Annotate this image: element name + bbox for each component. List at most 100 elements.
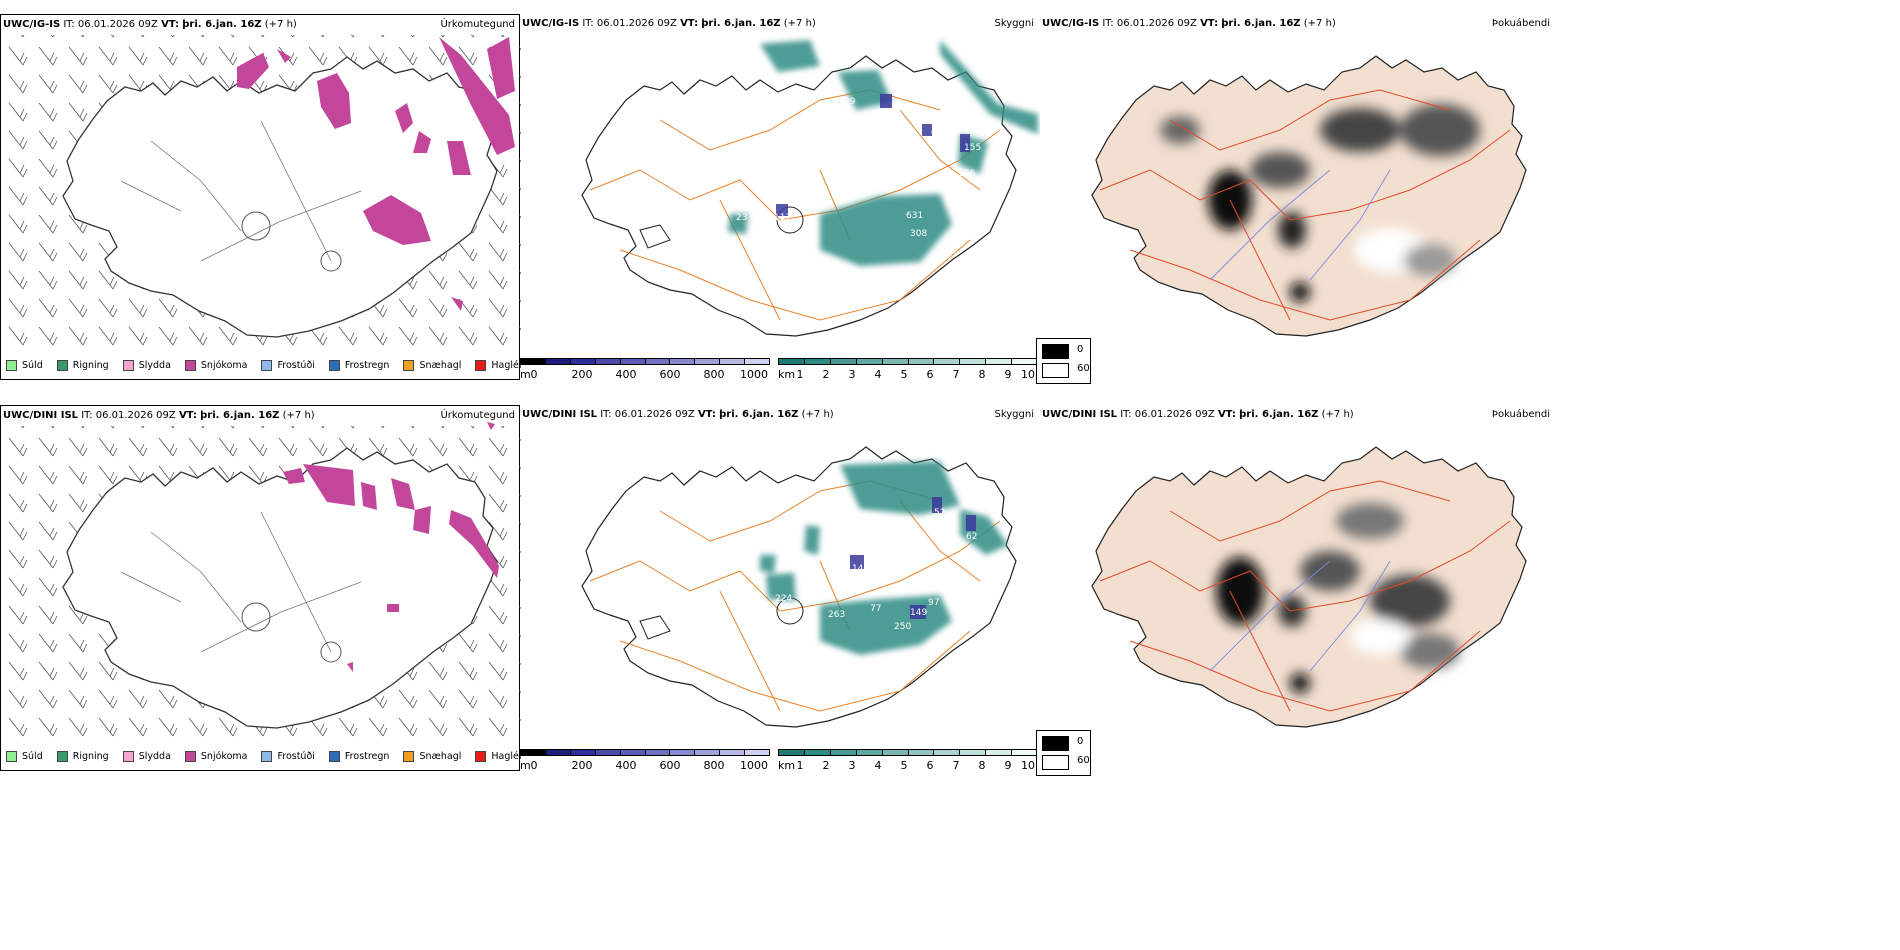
roads	[1099, 89, 1511, 321]
run-header: UWC/DINI ISL IT: 06.01.2026 09Z VT: þri.…	[522, 409, 834, 420]
visibility-unit: km	[778, 368, 796, 381]
value-label: 106	[958, 169, 975, 179]
legend-item: Snæhagl	[403, 360, 461, 371]
cloud-panel-row1: UWC/DINI ISL IT: 06.01.2026 09Z VT: þri.…	[520, 405, 1040, 772]
run-header: UWC/IG-IS IT: 06.01.2026 09Z VT: þri. 6.…	[3, 19, 297, 30]
value-label: 308	[910, 229, 927, 239]
value-label: 224	[775, 594, 792, 604]
legend-item: Rigning	[56, 751, 109, 762]
value-label: 77	[870, 604, 881, 614]
legend-item: Rigning	[56, 360, 109, 371]
value-label: 62	[966, 532, 977, 542]
legend-item: Haglél	[475, 360, 522, 371]
height-unit: m	[520, 759, 531, 772]
value-label: 181	[882, 119, 899, 129]
value-label: 34	[930, 131, 942, 141]
vis-tick: 1	[796, 368, 804, 381]
precip-panel-row0: UWC/IG-IS IT: 06.01.2026 09Z VT: þri. 6.…	[0, 14, 522, 380]
value-label: 71	[730, 594, 741, 604]
legend-item: Snæhagl	[403, 751, 461, 762]
vis-tick: 10	[1021, 368, 1035, 381]
rivers	[1209, 169, 1391, 281]
panel-title: Þokuábendi	[1491, 409, 1550, 420]
snow-areas	[237, 37, 515, 311]
value-label: 97	[928, 598, 939, 608]
height-tick: 800	[703, 368, 725, 381]
vis-tick: 4	[874, 368, 882, 381]
fog-legend-label: 0	[1077, 736, 1084, 747]
legend-item: Frostúði	[261, 751, 315, 762]
vis-tick: 6	[926, 368, 934, 381]
fog-index-shading	[1216, 503, 1460, 693]
fog-legend-label: 0	[1077, 344, 1084, 355]
vis-tick: 5	[900, 759, 908, 772]
vis-tick: 9	[1004, 759, 1012, 772]
vis-tick: 8	[978, 759, 986, 772]
legend-item: Snjókoma	[184, 360, 247, 371]
cloud-map: 29 181 34 155 106 52 631 308 23 111	[581, 40, 1038, 337]
precip-map	[1, 35, 521, 351]
legend-item: Súld	[6, 360, 43, 371]
value-label: 631	[906, 211, 923, 221]
fog-index-shading	[1160, 104, 1480, 302]
fog-map	[1091, 446, 1527, 728]
height-tick: 400	[615, 759, 637, 772]
fog-panel-row0: UWC/IG-IS IT: 06.01.2026 09Z VT: þri. 6.…	[1040, 14, 1550, 380]
vis-tick: 7	[952, 368, 960, 381]
fog-legend-label: 60	[1077, 363, 1090, 374]
height-tick: 600	[659, 368, 681, 381]
run-header: UWC/IG-IS IT: 06.01.2026 09Z VT: þri. 6.…	[522, 18, 816, 29]
legend-item: Frostregn	[328, 751, 389, 762]
value-label: 250	[894, 622, 911, 632]
value-labels: 52 62 224 71 145 263 97 149 250 77	[730, 508, 977, 632]
run-header: UWC/DINI ISL IT: 06.01.2026 09Z VT: þri.…	[1042, 409, 1354, 420]
value-label: 52	[934, 508, 945, 518]
vis-tick: 10	[1021, 759, 1035, 772]
legend-item: Frostregn	[328, 360, 389, 371]
low-cloud-areas	[728, 40, 1038, 266]
panel-title: Skyggni	[994, 18, 1034, 29]
height-tick: 200	[571, 759, 593, 772]
vis-tick: 2	[822, 759, 830, 772]
snow-areas	[283, 422, 499, 672]
value-labels: 29 181 34 155 106 52 631 308 23 111	[736, 97, 981, 239]
height-tick: 0	[530, 759, 538, 772]
legend-item: Haglél	[475, 751, 522, 762]
legend-item: Slydda	[122, 751, 171, 762]
vis-tick: 3	[848, 368, 856, 381]
height-tick: 1000	[740, 368, 768, 381]
height-tick: 800	[703, 759, 725, 772]
cloud-panel-row0: UWC/IG-IS IT: 06.01.2026 09Z VT: þri. 6.…	[520, 14, 1040, 381]
vis-tick: 4	[874, 759, 882, 772]
vis-tick: 7	[952, 759, 960, 772]
height-tick: 200	[571, 368, 593, 381]
precip-type-legend: Súld Rigning Slydda Snjókoma Frostúði Fr…	[6, 751, 522, 762]
vis-tick: 5	[900, 368, 908, 381]
panel-title: Úrkomutegund	[440, 410, 515, 421]
vis-tick: 2	[822, 368, 830, 381]
value-label: 29	[844, 97, 856, 107]
rivers	[1209, 560, 1391, 672]
value-label: 52	[954, 183, 965, 193]
value-label: 23	[736, 213, 747, 223]
vis-tick: 1	[796, 759, 804, 772]
vis-tick: 6	[926, 759, 934, 772]
height-tick: 1000	[740, 759, 768, 772]
cloud-base-height	[850, 497, 976, 619]
panel-title: Úrkomutegund	[440, 19, 515, 30]
fog-legend-row1: 0 60	[1036, 730, 1091, 776]
value-label: 263	[828, 610, 845, 620]
roads	[1099, 480, 1511, 712]
value-label: 149	[910, 608, 927, 618]
value-label: 145	[852, 564, 869, 574]
height-unit: m	[520, 368, 531, 381]
height-tick: 0	[530, 368, 538, 381]
coastline	[581, 55, 1017, 337]
visibility-unit: km	[778, 759, 796, 772]
run-header: UWC/IG-IS IT: 06.01.2026 09Z VT: þri. 6.…	[1042, 18, 1336, 29]
vis-tick: 3	[848, 759, 856, 772]
fog-panel-row1: UWC/DINI ISL IT: 06.01.2026 09Z VT: þri.…	[1040, 405, 1550, 771]
legend-item: Frostúði	[261, 360, 315, 371]
precip-type-legend: Súld Rigning Slydda Snjókoma Frostúði Fr…	[6, 360, 522, 371]
fog-legend-label: 60	[1077, 755, 1090, 766]
